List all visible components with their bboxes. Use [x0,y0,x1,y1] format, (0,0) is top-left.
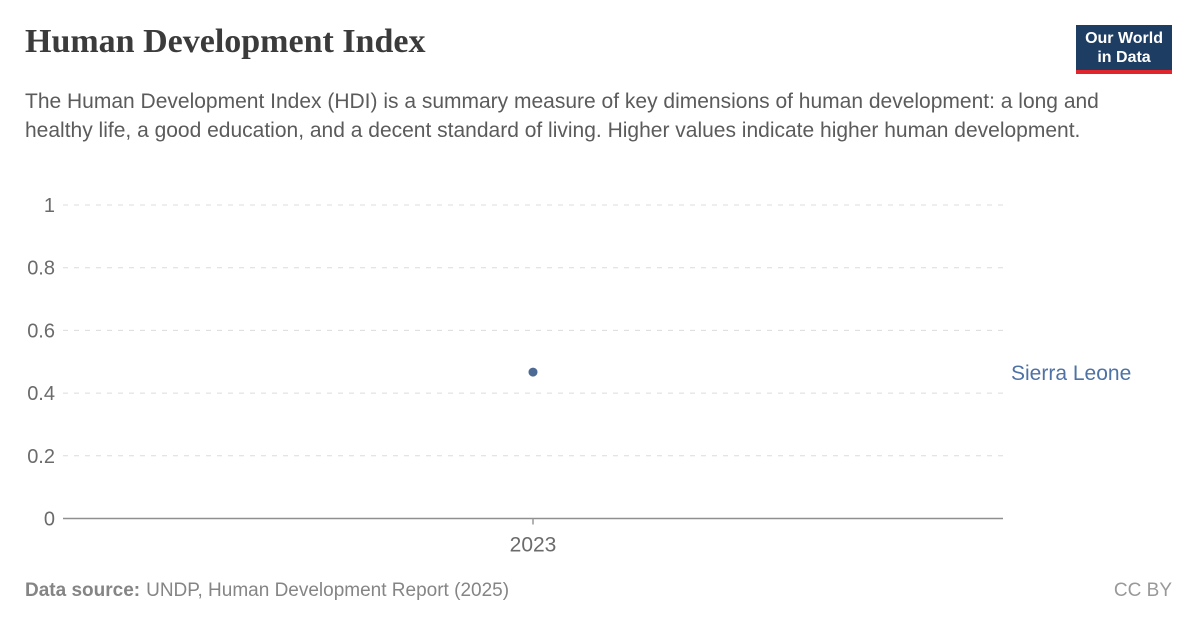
data-source-text: UNDP, Human Development Report (2025) [146,580,510,601]
data-point[interactable] [528,367,538,377]
y-axis-tick-label: 0.6 [27,320,55,342]
chart-title: Human Development Index [25,23,426,60]
y-axis-tick-label: 0 [44,509,55,531]
data-source-label: Data source: [25,580,141,601]
y-axis-tick-label: 1 [44,195,55,217]
y-axis-tick-label: 0.8 [27,258,55,280]
y-axis-tick-label: 0.2 [27,446,55,468]
chart-subtitle: The Human Development Index (HDI) is a s… [25,90,1099,142]
owid-logo-line1: Our World [1085,30,1163,47]
owid-logo[interactable]: Our World in Data [1076,25,1172,74]
y-axis-tick-label: 0.4 [27,383,55,405]
x-axis-tick-label: 2023 [510,534,557,557]
series-entity-label[interactable]: Sierra Leone [1011,362,1131,385]
data-source-line: Data source: UNDP, Human Development Repo… [25,580,509,602]
license-badge: CC BY [1113,580,1172,601]
owid-logo-line2: in Data [1097,49,1151,66]
chart-footer: Data source: UNDP, Human Development Repo… [25,580,1172,602]
